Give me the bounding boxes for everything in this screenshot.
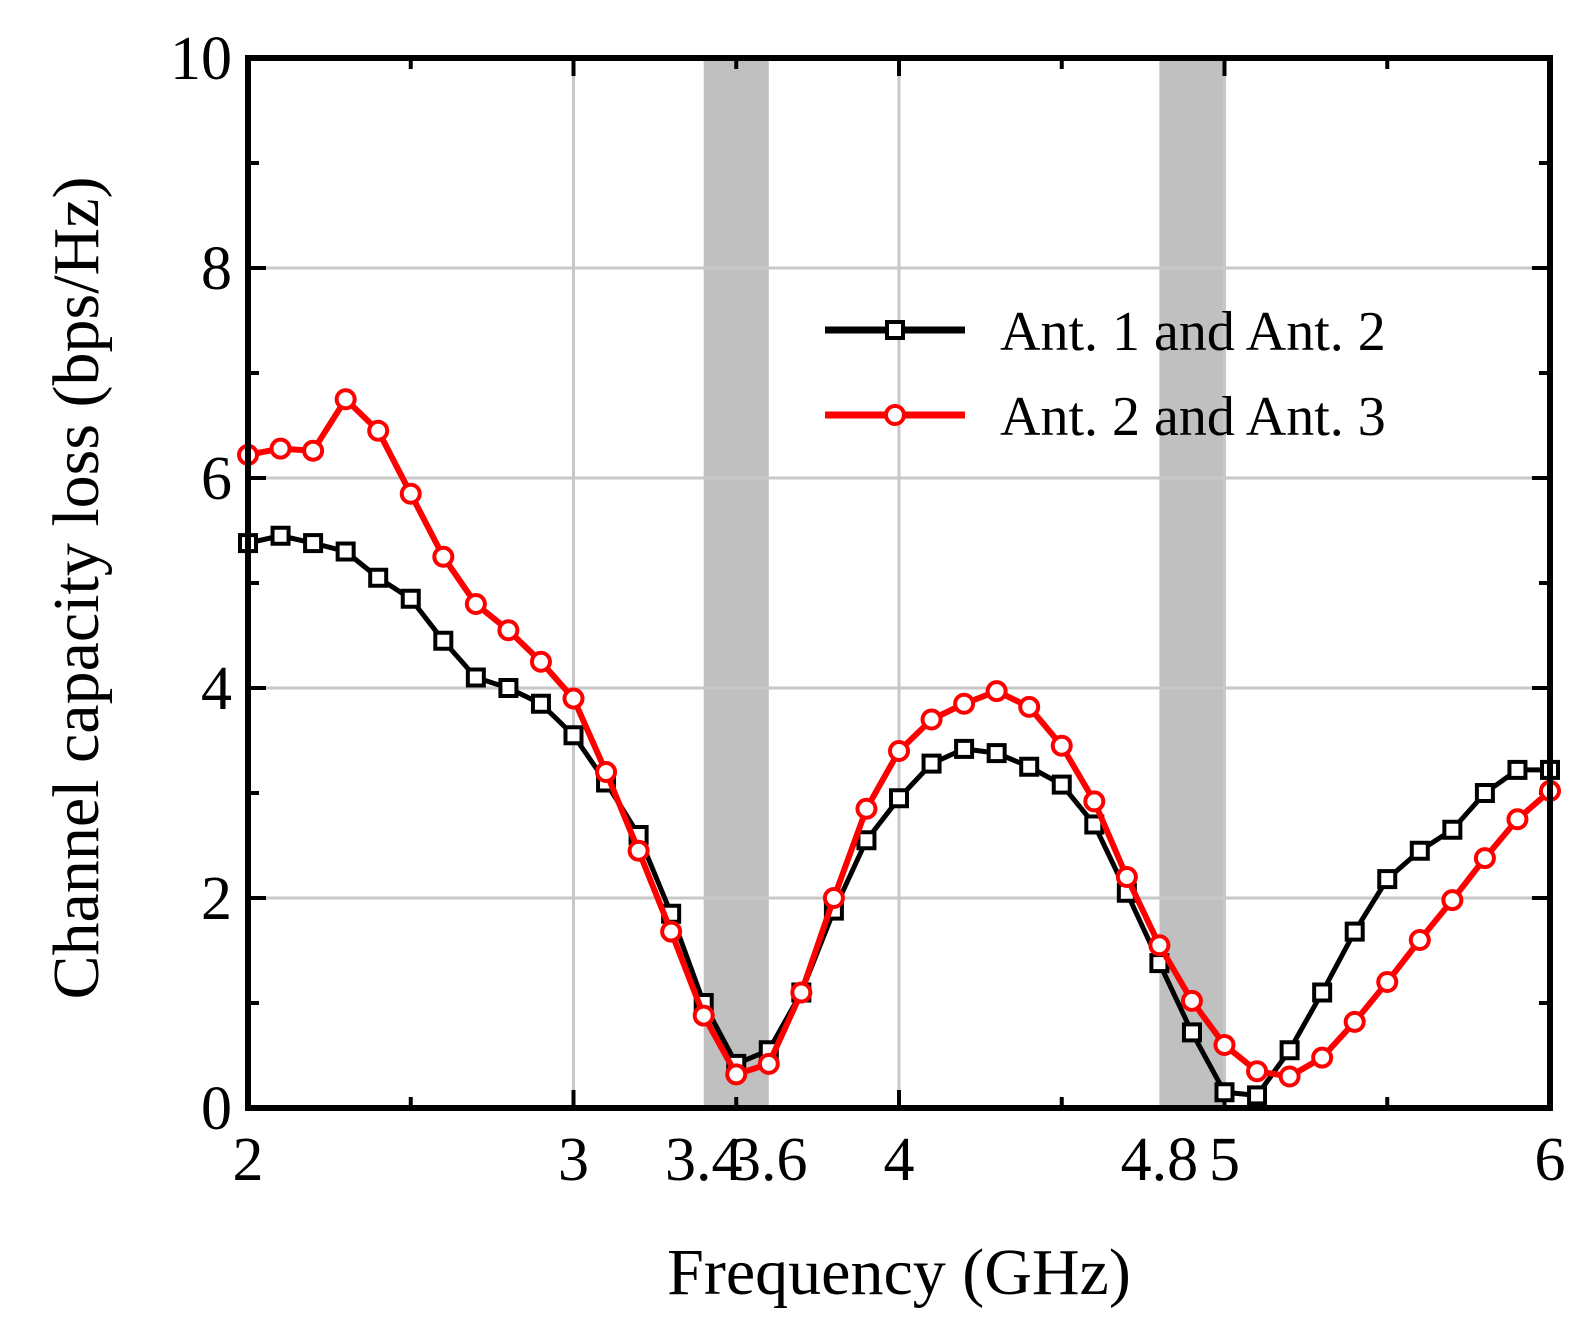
data-point [530,693,551,714]
plot-frame [245,55,1553,1111]
data-point [1442,819,1463,840]
data-point [855,797,878,820]
x-tick-label: 3 [558,1126,589,1194]
data-point [302,439,325,462]
data-point [1148,934,1171,957]
data-point [822,887,845,909]
data-point [986,743,1007,764]
data-point [595,761,618,783]
y-tick-label: 10 [170,25,232,93]
data-point [1312,982,1333,1003]
x-axis-title: Frequency (GHz) [667,1236,1131,1309]
data-point [889,788,909,809]
x-tick-label: 2 [233,1126,264,1194]
legend-label-series-2: Ant. 2 and Ant. 3 [1000,386,1386,448]
data-point [269,437,292,460]
grid-lines [248,56,1550,1110]
data-point [920,708,943,731]
data-point [1506,808,1529,831]
data-point [367,419,390,442]
data-point [1474,783,1495,803]
data-point [400,588,421,609]
data-point [432,545,455,568]
data-point [303,533,324,554]
series-2 [237,388,1561,1088]
data-point [1214,1082,1235,1103]
data-point [497,619,520,642]
y-axis-title: Channel capacity loss (bps/Hz) [40,177,113,1000]
data-point [953,692,976,715]
data-point [660,920,683,943]
data-point [1376,971,1399,993]
data-point [464,593,487,615]
legend-label-series-1: Ant. 1 and Ant. 2 [1000,301,1386,363]
data-point [1115,866,1138,888]
shaded-band-2 [1159,58,1225,1108]
data-point [1278,1065,1301,1088]
shaded-bands [703,58,1225,1108]
x-tick-label: 5 [1209,1126,1240,1194]
x-tick-label: 6 [1535,1126,1566,1194]
data-point [563,725,584,746]
data-point [888,740,910,762]
legend: Ant. 1 and Ant. 2 Ant. 2 and Ant. 3 [825,301,1386,448]
data-point [757,1052,780,1075]
data-point [1019,756,1040,777]
shaded-band-1 [703,58,769,1108]
data-point [1246,1060,1269,1083]
data-point [399,482,422,505]
data-point [1377,869,1398,890]
legend-marker-circle [884,404,906,426]
x-tick-label: 4.8 [1121,1126,1199,1194]
data-point [334,388,357,411]
data-point [1344,921,1365,942]
y-tick-labels: 0 2 4 6 8 10 [170,25,232,1143]
data-point [270,525,291,546]
data-point [1343,1010,1366,1033]
data-point [954,738,975,759]
data-point [1507,759,1528,780]
data-point [985,680,1008,703]
y-tick-label: 6 [201,445,232,513]
data-point [921,753,942,774]
data-point [335,541,356,562]
x-tick-label: 3.4 [665,1126,743,1194]
data-point [1409,840,1430,861]
x-tick-labels: 2 3 3.43.6 4 4.8 5 6 [233,1126,1566,1194]
data-point [1083,790,1106,813]
data-point [856,830,877,851]
legend-marker-square [885,320,905,340]
x-tick-label: 4 [884,1126,915,1194]
x-tick-label: 3.6 [730,1126,808,1194]
y-tick-label: 8 [201,235,232,303]
data-point [1051,774,1072,795]
data-point [1408,929,1431,951]
data-point [498,678,519,698]
data-point [692,1004,715,1027]
data-point [1213,1034,1236,1056]
data-point [1050,734,1073,757]
series-1 [238,525,1560,1106]
y-tick-label: 0 [201,1075,232,1143]
data-point [465,667,486,688]
data-point [1441,889,1464,912]
data-point [1311,1046,1334,1069]
y-tick-label: 4 [201,655,232,723]
data-point [1018,695,1041,718]
data-point [1247,1085,1268,1106]
data-point [368,567,389,588]
data-point [790,981,813,1004]
data-point [1279,1040,1300,1061]
data-point [627,839,650,862]
data-point [1180,989,1203,1012]
data-point [1181,1022,1202,1043]
data-point [562,687,585,710]
data-point [529,650,552,673]
data-point [725,1063,748,1086]
data-point [1473,847,1496,870]
y-tick-label: 2 [201,865,232,933]
data-point [433,630,454,651]
series-layer [237,388,1561,1106]
